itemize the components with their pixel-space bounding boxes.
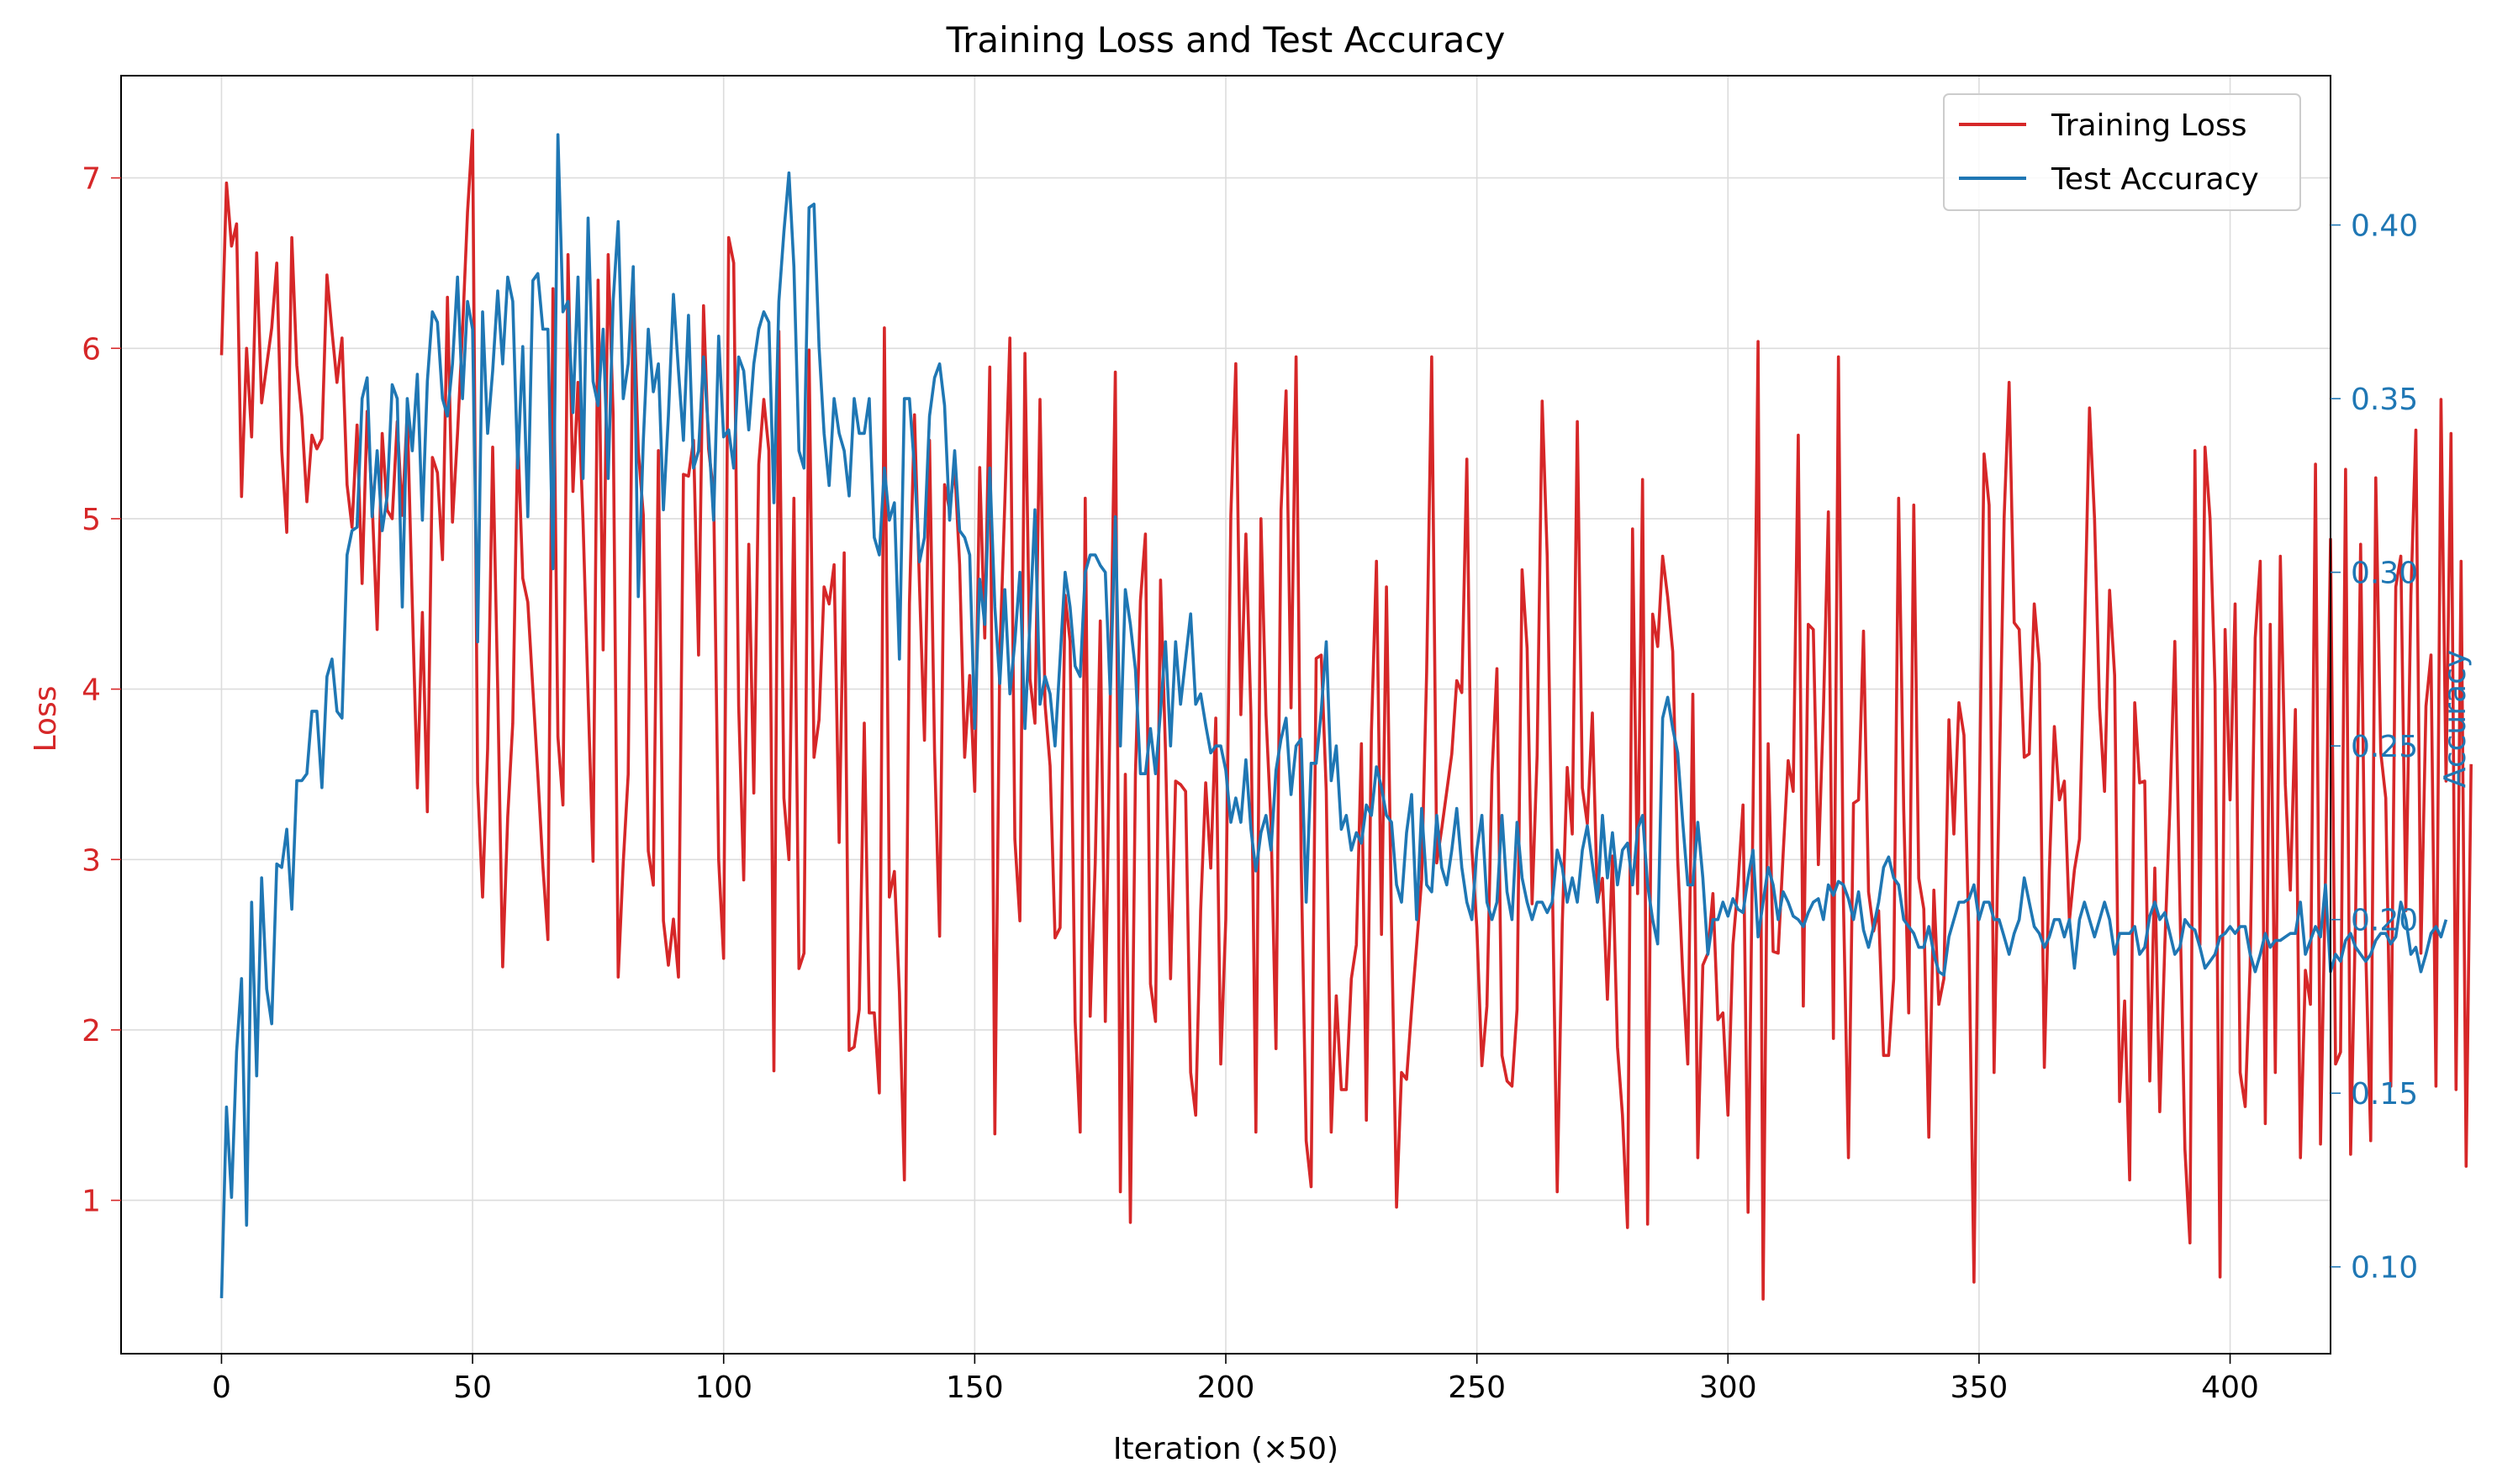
y-axis-left-ticks: 1 2 3 4 5 6 7 [82, 162, 121, 1219]
series-test-accuracy [219, 133, 2448, 1298]
legend-label-training-loss: Training Loss [2051, 108, 2246, 143]
series-training-loss [219, 129, 2473, 1301]
y-right-tick-label: 0.35 [2351, 383, 2418, 417]
training-loss-line [219, 129, 2473, 1301]
y-axis-left-label: Loss [29, 686, 63, 753]
grid [121, 76, 2331, 1354]
x-tick-label: 400 [2201, 1370, 2259, 1405]
test-accuracy-line [219, 133, 2448, 1298]
chart-title: Training Loss and Test Accuracy [946, 19, 1506, 61]
y-left-tick-label: 4 [82, 673, 101, 708]
y-axis-right-ticks: 0.10 0.15 0.20 0.25 0.30 0.35 0.40 [2331, 209, 2418, 1286]
y-left-tick-label: 5 [82, 503, 101, 537]
x-tick-label: 50 [453, 1370, 492, 1405]
y-left-tick-label: 2 [82, 1014, 101, 1048]
x-tick-label: 300 [1699, 1370, 1757, 1405]
legend: Training Loss Test Accuracy [1943, 93, 2301, 211]
y-right-tick-label: 0.20 [2351, 904, 2418, 938]
y-axis-right-label: Accuracy [2438, 650, 2473, 788]
y-left-tick-label: 1 [82, 1185, 101, 1219]
y-right-tick-label: 0.10 [2351, 1251, 2418, 1286]
y-right-tick-label: 0.40 [2351, 209, 2418, 244]
y-left-tick-label: 6 [82, 332, 101, 367]
legend-box [1943, 93, 2301, 211]
x-axis-ticks: 0 50 100 150 200 250 300 350 400 [212, 1354, 2259, 1405]
legend-label-test-accuracy: Test Accuracy [2051, 162, 2259, 197]
y-left-tick-label: 3 [82, 843, 101, 878]
x-tick-label: 250 [1448, 1370, 1506, 1405]
y-left-tick-label: 7 [82, 162, 101, 197]
y-right-tick-label: 0.25 [2351, 730, 2418, 764]
y-right-tick-label: 0.15 [2351, 1077, 2418, 1112]
x-tick-label: 350 [1951, 1370, 2009, 1405]
y-right-tick-label: 0.30 [2351, 557, 2418, 591]
x-tick-label: 200 [1197, 1370, 1255, 1405]
x-tick-label: 150 [946, 1370, 1004, 1405]
x-axis-label: Iteration (×50) [1113, 1432, 1338, 1466]
x-tick-label: 100 [694, 1370, 752, 1405]
x-tick-label: 0 [212, 1370, 231, 1405]
